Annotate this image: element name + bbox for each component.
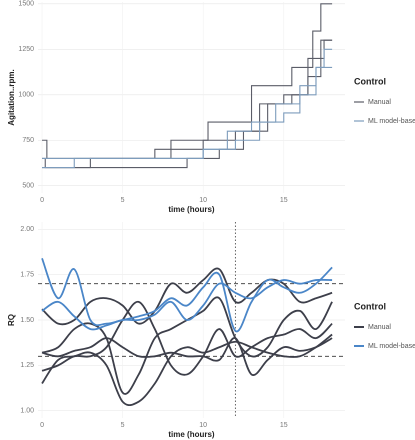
series-line (41, 257, 333, 333)
x-axis-title: time (hours) (168, 205, 215, 214)
series-line (41, 278, 333, 331)
legend-item: Manual (368, 324, 391, 331)
y-tick-label: 500 (22, 183, 34, 190)
y-tick-label: 750 (22, 137, 34, 144)
legend-item: ML model-based (368, 118, 415, 125)
x-tick-label: 15 (280, 197, 288, 204)
series-line (42, 3, 333, 159)
x-tick-label: 10 (199, 197, 207, 204)
x-tick-label: 0 (40, 422, 44, 429)
series-line (41, 300, 333, 376)
legend-item: ML model-based (368, 343, 415, 350)
legend-title: Control (354, 76, 386, 86)
y-tick-label: 2.00 (20, 226, 34, 233)
y-tick-label: 1.75 (20, 271, 34, 278)
x-tick-label: 15 (280, 422, 288, 429)
y-tick-label: 1000 (18, 92, 34, 99)
y-tick-label: 1.00 (20, 408, 34, 415)
x-axis-title: time (hours) (168, 430, 215, 439)
legend-item: Manual (368, 99, 391, 106)
x-tick-label: 5 (121, 422, 125, 429)
y-axis-title: Agitation..rpm. (7, 69, 16, 125)
x-tick-label: 0 (40, 197, 44, 204)
y-tick-label: 1.25 (20, 362, 34, 369)
x-tick-label: 10 (199, 422, 207, 429)
series-line (41, 337, 333, 376)
y-axis-title: RQ (7, 314, 16, 326)
x-tick-label: 5 (121, 197, 125, 204)
series-line (41, 333, 333, 407)
series-line (41, 267, 333, 326)
series-line (41, 296, 333, 395)
series-line (42, 66, 333, 169)
series-line (42, 48, 333, 159)
y-tick-label: 1500 (18, 1, 34, 8)
y-tick-label: 1250 (18, 46, 34, 53)
y-tick-label: 1.50 (20, 317, 34, 324)
legend-title: Control (354, 301, 386, 311)
